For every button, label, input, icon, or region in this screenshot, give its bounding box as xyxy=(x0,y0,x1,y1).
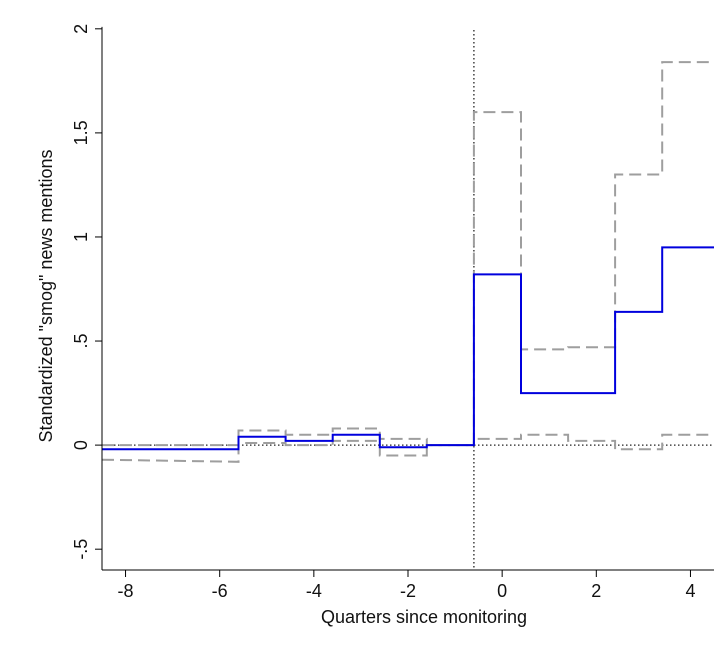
y-tick-label: 2 xyxy=(71,24,91,34)
plot-lines xyxy=(101,30,714,570)
y-axis-title: Standardized "smog" news mentions xyxy=(36,150,56,443)
y-tick-label: .5 xyxy=(71,334,91,349)
tick-labels: -.5 0 .5 1 1.5 2 -8 -6 -4 -2 0 2 4 xyxy=(71,24,696,601)
x-tick-label: -2 xyxy=(400,581,416,601)
x-tick-label: 2 xyxy=(591,581,601,601)
y-tick-label: 0 xyxy=(71,440,91,450)
axes xyxy=(95,26,714,577)
x-tick-label: 0 xyxy=(497,581,507,601)
y-tick-label: 1.5 xyxy=(71,120,91,145)
x-tick-label: 4 xyxy=(685,581,695,601)
x-axis-title: Quarters since monitoring xyxy=(321,607,527,627)
x-tick-label: -6 xyxy=(212,581,228,601)
x-tick-label: -8 xyxy=(118,581,134,601)
y-tick-label: 1 xyxy=(71,232,91,242)
x-tick-label: -4 xyxy=(306,581,322,601)
estimate-line xyxy=(102,246,714,451)
y-tick-label: -.5 xyxy=(71,539,91,560)
